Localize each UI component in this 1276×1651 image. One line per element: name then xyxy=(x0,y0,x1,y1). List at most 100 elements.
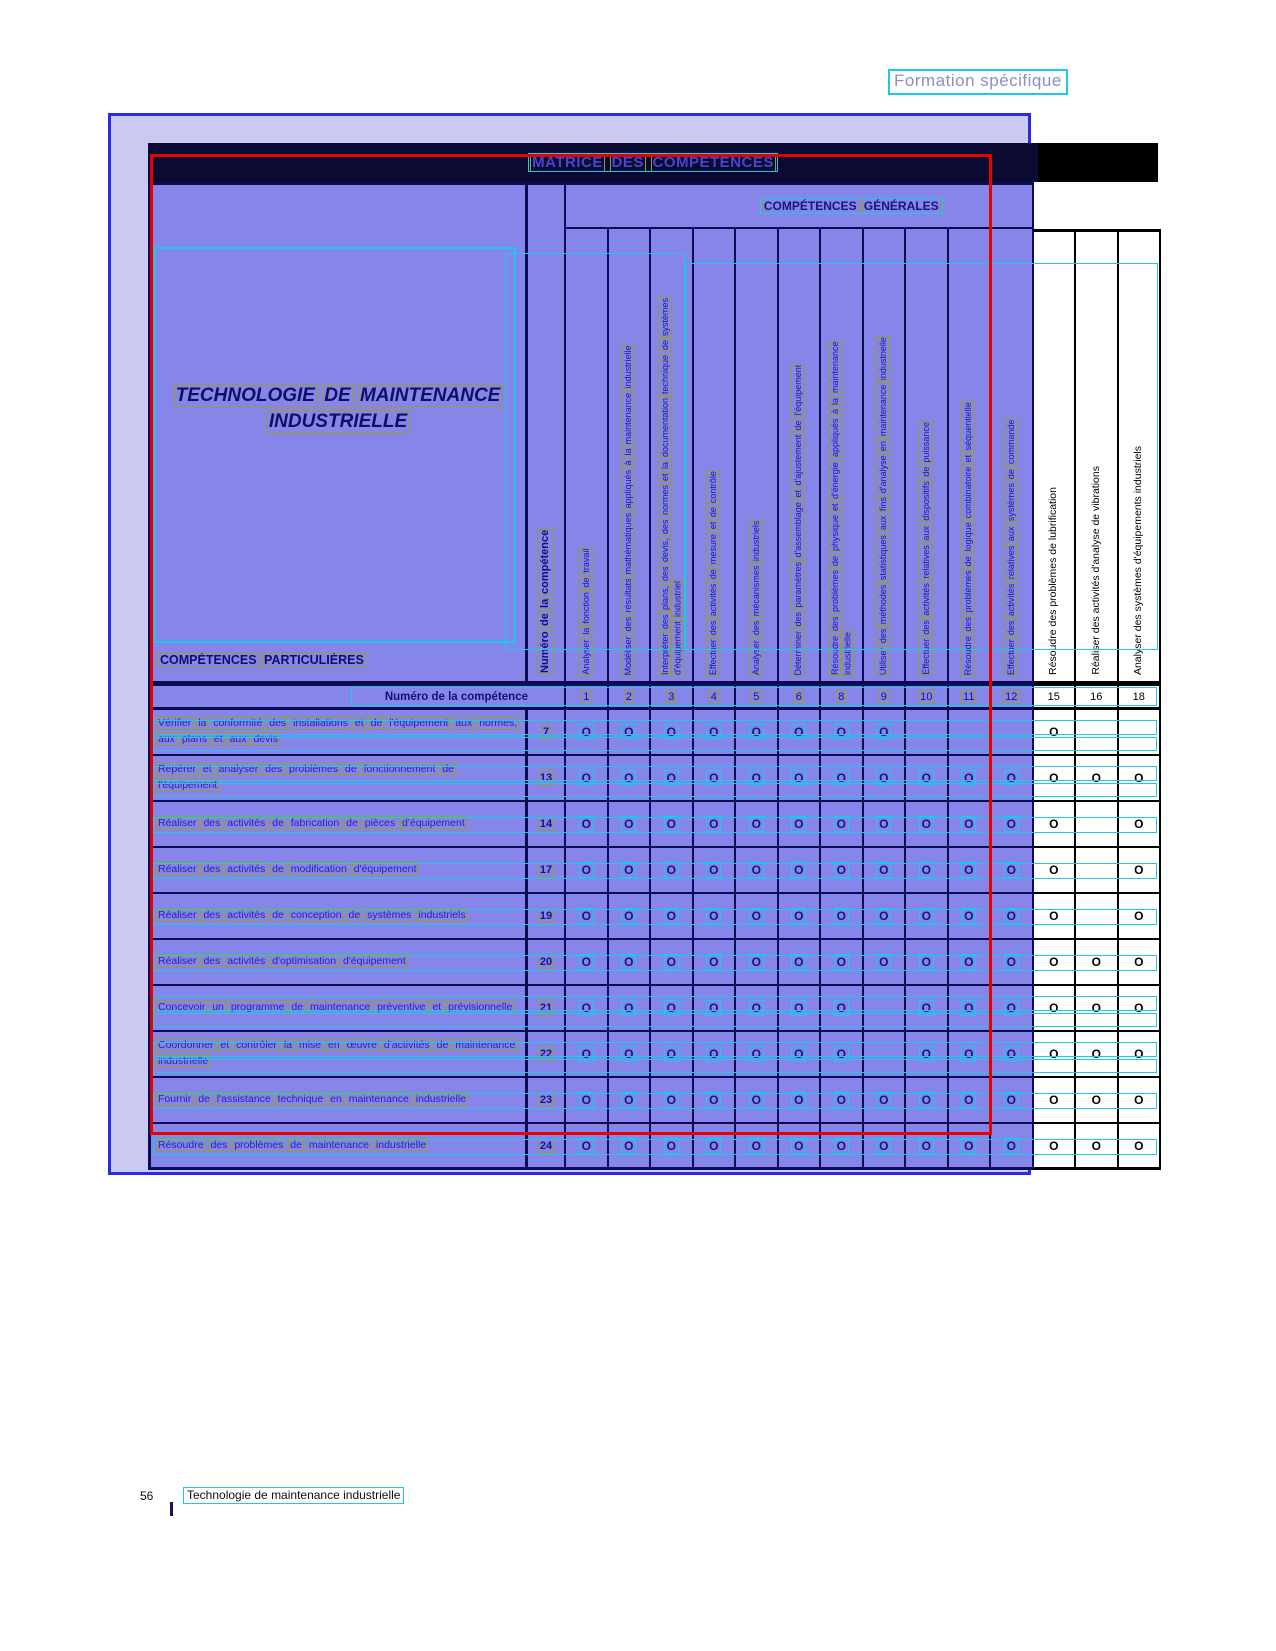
matrix-cell-19-12: O xyxy=(991,894,1034,940)
matrix-cell-14-11: O xyxy=(948,802,991,848)
matrix-cell-22-18: O xyxy=(1118,1032,1161,1078)
competency-mark: O xyxy=(918,1092,934,1108)
matrix-cell-20-12: O xyxy=(991,940,1034,986)
competency-mark: O xyxy=(1003,770,1019,786)
matrix-cell-23-15: O xyxy=(1033,1078,1076,1124)
row-label-14: Réaliser des activités de fabrication de… xyxy=(151,802,528,848)
competency-mark: O xyxy=(918,1137,934,1154)
competency-mark: O xyxy=(578,908,594,924)
matrix-cell-23-16: O xyxy=(1076,1078,1119,1124)
competency-mark: O xyxy=(1049,771,1059,785)
competency-mark: O xyxy=(1134,863,1144,877)
competency-mark: O xyxy=(1134,1001,1144,1015)
matrix-cell-14-12: O xyxy=(991,802,1034,848)
competency-mark: O xyxy=(706,770,722,786)
competency-mark: O xyxy=(791,1137,807,1154)
matrix-cell-14-9: O xyxy=(863,802,906,848)
matrix-cell-17-15: O xyxy=(1033,848,1076,894)
matrix-title-band: MATRICE DES COMPÉTENCES xyxy=(148,143,1158,182)
competency-mark: O xyxy=(663,954,679,970)
competency-mark: O xyxy=(748,1000,764,1016)
program-title: TECHNOLOGIE DE MAINTENANCE INDUSTRIELLE xyxy=(173,384,503,433)
competency-mark: O xyxy=(706,862,722,878)
competency-mark: O xyxy=(1003,1046,1019,1062)
matrix-cell-14-4: O xyxy=(693,802,736,848)
matrix-cell-21-16: O xyxy=(1076,986,1119,1032)
column-header-label-5: Analyser des mécanismes industriels xyxy=(748,519,763,677)
number-row-label: Numéro de la compétence xyxy=(151,683,566,710)
column-header-label-3: Interpréter des plans, des devis, des no… xyxy=(657,296,685,676)
matrix-cell-13-16: O xyxy=(1076,756,1119,802)
matrix-cell-17-18: O xyxy=(1118,848,1161,894)
competency-mark: O xyxy=(1049,909,1059,923)
competency-mark: O xyxy=(833,816,849,832)
matrix-cell-22-11: O xyxy=(948,1032,991,1078)
matrix-cell-19-15: O xyxy=(1033,894,1076,940)
competency-mark: O xyxy=(621,954,637,970)
competency-mark: O xyxy=(621,724,637,740)
competency-mark: O xyxy=(1049,1138,1059,1153)
matrix-cell-17-11: O xyxy=(948,848,991,894)
competency-mark: O xyxy=(748,862,764,878)
row-number-21: 21 xyxy=(528,986,566,1032)
competency-mark: O xyxy=(833,954,849,970)
column-header-label-18: Analyser des systèmes d'équipements indu… xyxy=(1132,445,1145,675)
column-header-2: Modéliser des résultats mathématiques ap… xyxy=(608,229,651,683)
row-label-20: Réaliser des activités d'optimisation d'… xyxy=(151,940,528,986)
competency-mark: O xyxy=(876,1092,892,1108)
matrix-cell-7-9: O xyxy=(863,710,906,756)
competency-mark: O xyxy=(1049,725,1059,739)
matrix-cell-7-12 xyxy=(991,710,1034,756)
competency-mark: O xyxy=(663,1092,679,1108)
row-label-22: Coordonner et contrôler la mise en œuvre… xyxy=(151,1032,528,1078)
row-number-19: 19 xyxy=(528,894,566,940)
column-header-label-4: Effectuer des activités de mesure et de … xyxy=(706,469,721,676)
column-number-4: 4 xyxy=(693,683,736,710)
competency-mark: O xyxy=(621,1046,637,1062)
competency-mark: O xyxy=(578,1046,594,1062)
matrix-cell-21-8: O xyxy=(821,986,864,1032)
matrix-cell-22-10: O xyxy=(906,1032,949,1078)
competency-matrix-table: MATRICE DES COMPÉTENCES TECHNOLOGIE DE M… xyxy=(148,143,1161,1170)
column-header-9: Utiliser des méthodes statistiques aux f… xyxy=(863,229,906,683)
competency-mark: O xyxy=(833,724,849,740)
competency-mark: O xyxy=(1003,954,1019,970)
matrix-cell-19-11: O xyxy=(948,894,991,940)
column-header-label-10: Effectuer des activités relatives aux di… xyxy=(918,421,933,676)
matrix-cell-24-11: O xyxy=(948,1124,991,1170)
row-number-24: 24 xyxy=(528,1124,566,1170)
matrix-cell-23-8: O xyxy=(821,1078,864,1124)
matrix-cell-21-4: O xyxy=(693,986,736,1032)
matrix-cell-14-18: O xyxy=(1118,802,1161,848)
competency-mark: O xyxy=(663,770,679,786)
matrix-cell-7-4: O xyxy=(693,710,736,756)
column-header-4: Effectuer des activités de mesure et de … xyxy=(693,229,736,683)
matrix-cell-21-18: O xyxy=(1118,986,1161,1032)
competency-mark: O xyxy=(748,954,764,970)
competency-mark: O xyxy=(578,724,594,740)
competency-mark: O xyxy=(961,770,977,786)
matrix-cell-20-6: O xyxy=(778,940,821,986)
competency-mark: O xyxy=(578,770,594,786)
matrix-cell-20-10: O xyxy=(906,940,949,986)
matrix-cell-19-10: O xyxy=(906,894,949,940)
competency-mark: O xyxy=(961,862,977,878)
matrix-cell-14-8: O xyxy=(821,802,864,848)
footer-page-number: 56 xyxy=(140,1489,154,1503)
matrix-cell-19-16 xyxy=(1076,894,1119,940)
competency-mark: O xyxy=(791,954,807,970)
matrix-cell-17-4: O xyxy=(693,848,736,894)
matrix-cell-23-11: O xyxy=(948,1078,991,1124)
competency-mark: O xyxy=(1134,1138,1144,1153)
matrix-cell-24-6: O xyxy=(778,1124,821,1170)
competency-mark: O xyxy=(961,1092,977,1108)
matrix-cell-17-6: O xyxy=(778,848,821,894)
column-number-8: 8 xyxy=(821,683,864,710)
row-label-24: Résoudre des problèmes de maintenance in… xyxy=(151,1124,528,1170)
column-header-label-15: Résoudre des problèmes de lubrification xyxy=(1047,487,1060,675)
matrix-cell-24-4: O xyxy=(693,1124,736,1170)
competency-mark: O xyxy=(663,816,679,832)
matrix-cell-7-18 xyxy=(1118,710,1161,756)
matrix-cell-21-10: O xyxy=(906,986,949,1032)
matrix-cell-13-18: O xyxy=(1118,756,1161,802)
